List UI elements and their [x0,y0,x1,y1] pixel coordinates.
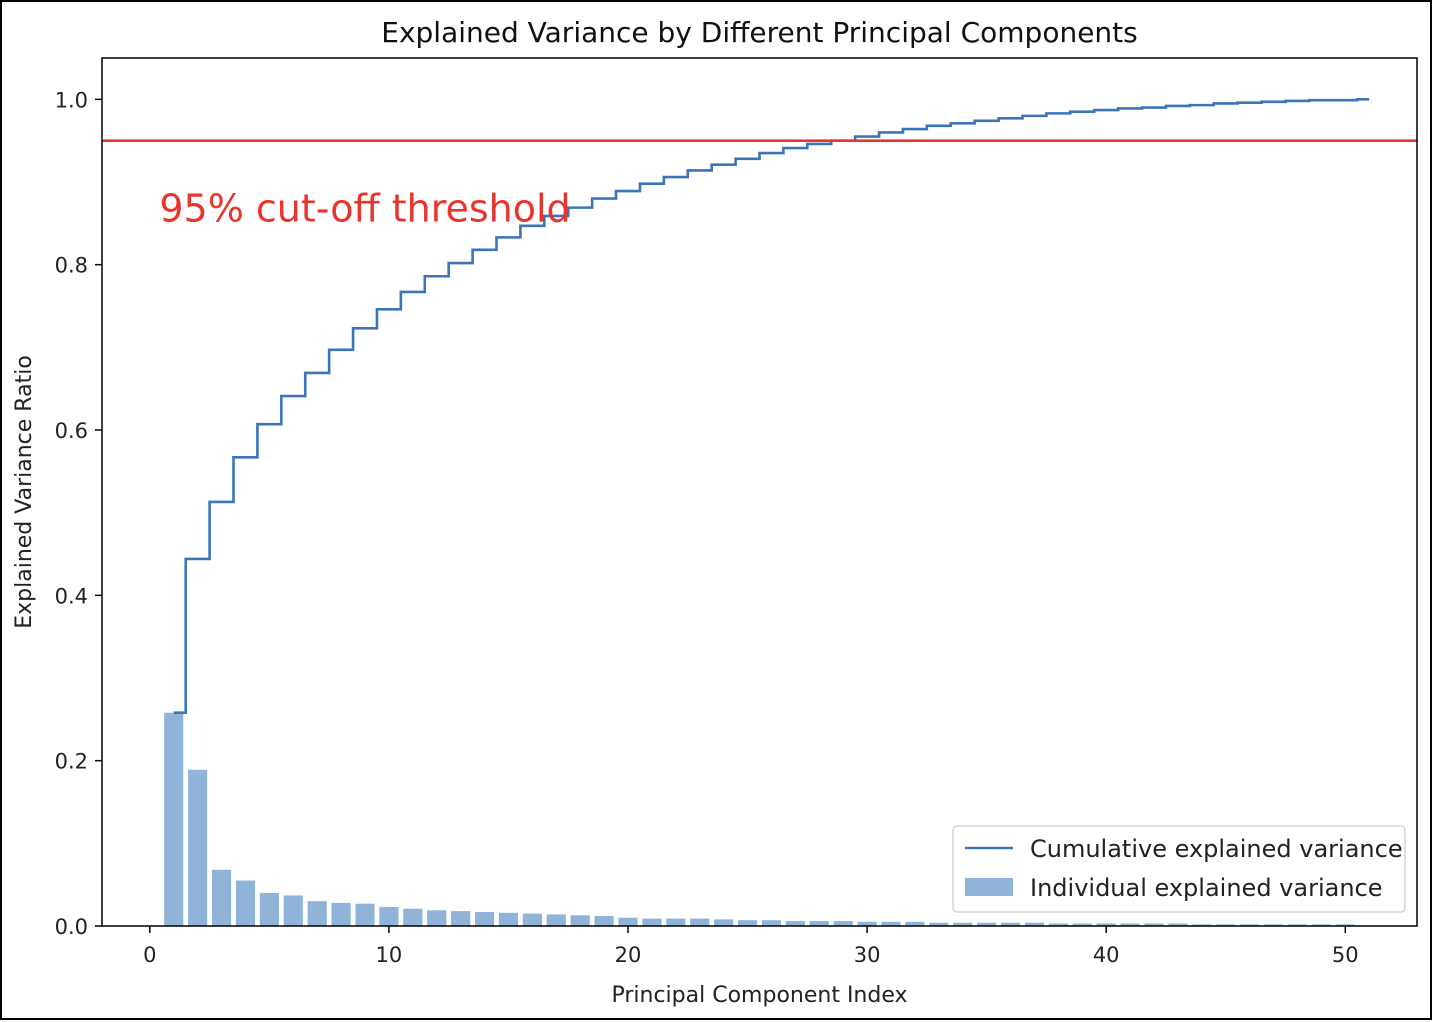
bar [714,919,734,926]
x-tick-label: 0 [143,943,156,967]
axes-box [101,57,1418,927]
bar [785,921,805,926]
ticks-group: 0 10 20 30 40 50 0.0 0.2 0.4 0.6 0.8 1.0 [55,88,1359,967]
bar [307,901,327,926]
bar [594,916,614,926]
bar [1144,923,1164,926]
bar [331,902,351,926]
bar [905,921,925,926]
bar [1168,923,1188,926]
y-tick-label: 0.6 [55,419,88,443]
bar [953,922,973,926]
y-tick-label: 0.8 [55,254,88,278]
legend-individual-swatch [965,878,1013,896]
chart-title: Explained Variance by Different Principa… [381,16,1137,49]
y-axis-label: Explained Variance Ratio [12,355,37,629]
bar [451,911,471,926]
bar [1287,924,1308,926]
bar [881,921,901,926]
bar [666,918,686,926]
y-tick-label: 0.4 [55,584,88,608]
bar [546,914,566,926]
bar [1192,924,1212,926]
x-tick-label: 40 [1093,943,1120,967]
bar [1216,924,1236,926]
cumulative-step-line [173,98,1370,715]
bar [1024,922,1045,926]
bar [379,906,399,926]
bar [188,769,208,926]
threshold-annotation: 95% cut-off threshold [159,187,570,231]
bar [355,903,375,926]
bar [1263,924,1284,926]
bar [427,910,447,926]
legend-cumulative-label: Cumulative explained variance [1030,835,1403,863]
x-tick-label: 50 [1332,943,1359,967]
x-tick-label: 30 [854,943,881,967]
bar [1048,923,1068,926]
bar [1335,924,1355,926]
bar [977,922,997,926]
bar [403,908,423,926]
bar [833,921,853,926]
bar [498,912,519,926]
bar [1072,923,1092,926]
bar [1120,923,1140,926]
bar [857,921,877,926]
y-tick-label: 1.0 [55,88,88,112]
y-tick-label: 0.0 [55,915,88,939]
y-tick-label: 0.2 [55,750,88,774]
bar [570,915,590,926]
bar [1000,922,1021,926]
bar [809,921,829,926]
bar [474,911,495,926]
x-axis-label: Principal Component Index [611,983,907,1008]
x-tick-label: 20 [615,943,642,967]
bar [283,895,303,926]
bar [737,920,758,926]
bar [761,920,782,926]
bars-group [164,712,1355,926]
bar [642,918,662,926]
bar [1240,924,1260,926]
bar [164,712,184,926]
legend-box [952,825,1406,913]
legend: Cumulative explained variance Individual… [952,825,1406,913]
bar [929,922,949,926]
bar [235,880,256,926]
x-tick-label: 10 [376,943,403,967]
bar [1096,923,1116,926]
bar [259,892,279,926]
bar [618,917,638,926]
cumulative-line-group [173,98,1370,715]
bar [690,918,710,926]
legend-individual-label: Individual explained variance [1030,874,1383,902]
bar [1311,924,1331,926]
bar [211,869,232,926]
bar [522,913,542,926]
